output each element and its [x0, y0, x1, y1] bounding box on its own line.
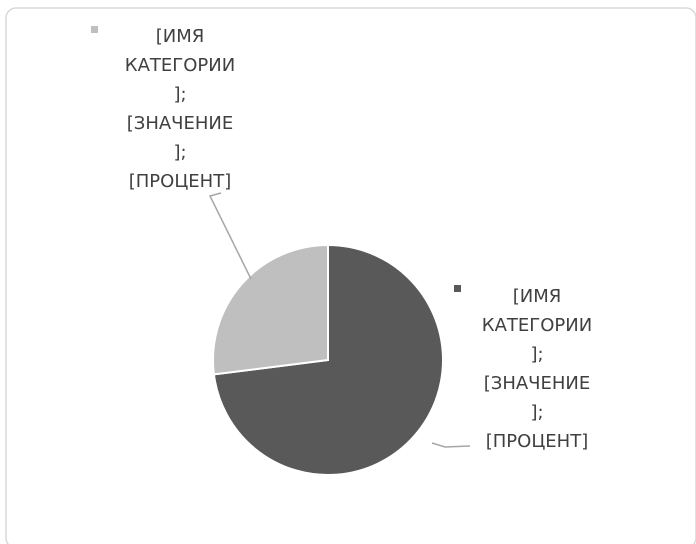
- leader-line: [208, 192, 252, 280]
- data-label: ];: [173, 84, 186, 105]
- data-label: [ПРОЦЕНТ]: [129, 171, 231, 192]
- data-label: ];: [530, 344, 543, 365]
- data-label: [ЗНАЧЕНИЕ: [127, 113, 234, 134]
- data-label: [ИМЯ: [156, 26, 205, 47]
- data-label: [ПРОЦЕНТ]: [486, 431, 588, 452]
- data-label: [ЗНАЧЕНИЕ: [484, 373, 591, 394]
- leader-line: [431, 442, 471, 448]
- data-label: ];: [173, 142, 186, 163]
- data-label: ];: [530, 402, 543, 423]
- legend-marker: [91, 26, 98, 33]
- pie-slice: [212, 243, 329, 376]
- data-label: КАТЕГОРИИ: [482, 315, 592, 336]
- data-label: КАТЕГОРИИ: [125, 55, 235, 76]
- legend-marker: [454, 285, 461, 292]
- data-label: [ИМЯ: [513, 286, 562, 307]
